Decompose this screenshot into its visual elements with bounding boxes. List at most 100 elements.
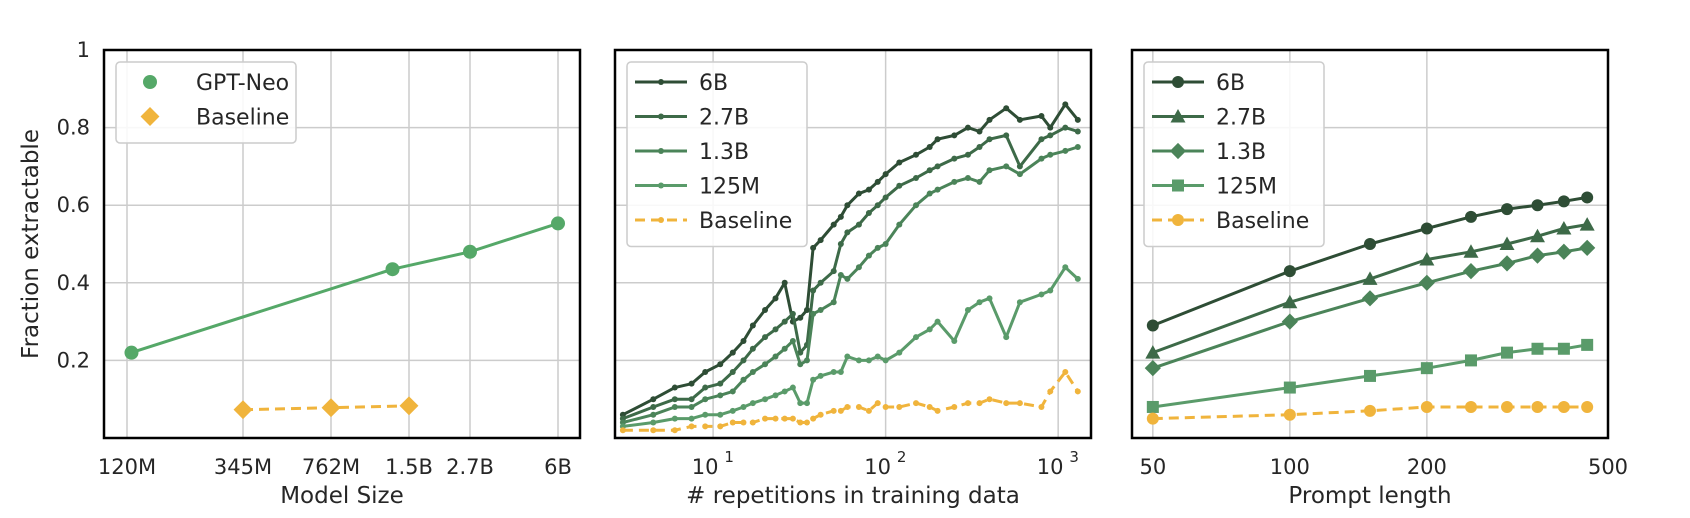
data-point — [951, 178, 958, 185]
legend-marker — [1169, 142, 1187, 160]
data-point — [1074, 116, 1081, 123]
x-tick-label: 345M — [214, 455, 272, 479]
data-point — [551, 216, 565, 231]
data-point — [797, 361, 804, 368]
data-point — [1038, 136, 1045, 143]
data-point — [1362, 271, 1378, 285]
legend-item: 125M — [635, 175, 760, 200]
data-point — [1016, 299, 1023, 306]
x-tick-label: 1.5B — [385, 455, 433, 479]
legend-label: GPT-Neo — [196, 71, 289, 96]
legend-marker — [1172, 214, 1184, 226]
legend-item: Baseline — [635, 209, 792, 234]
x-tick-exponent: 2 — [897, 448, 907, 466]
data-point — [789, 384, 796, 391]
data-point — [671, 403, 678, 410]
data-point — [740, 419, 747, 426]
data-point — [986, 396, 993, 403]
data-point — [817, 372, 824, 379]
data-point — [772, 326, 779, 333]
data-point — [1556, 220, 1572, 235]
data-point — [934, 318, 941, 325]
data-point — [1531, 342, 1544, 355]
data-point — [1420, 362, 1433, 375]
data-point — [740, 338, 747, 344]
data-point — [976, 128, 983, 135]
data-point — [781, 388, 788, 395]
data-point — [762, 396, 769, 403]
data-point — [1016, 400, 1023, 407]
legend-marker — [658, 79, 664, 85]
data-point — [844, 202, 851, 209]
data-point — [1364, 369, 1376, 382]
data-point — [964, 175, 971, 182]
data-point — [321, 398, 341, 418]
data-point — [124, 345, 139, 360]
legend-box — [1143, 61, 1325, 248]
series-2-7b — [1145, 217, 1595, 359]
data-point — [789, 310, 796, 317]
data-point — [896, 349, 903, 356]
series-125m — [1146, 338, 1594, 413]
data-point — [865, 252, 872, 259]
data-point — [964, 400, 971, 407]
legend: GPT-Neo Baseline — [115, 61, 297, 144]
data-point — [1003, 400, 1010, 407]
data-point — [1281, 313, 1298, 330]
data-point — [976, 144, 983, 150]
legend-item: Baseline — [140, 106, 289, 131]
data-point — [1038, 403, 1045, 410]
data-point — [749, 322, 756, 329]
legend-marker — [658, 148, 664, 154]
legend-label: 6B — [699, 71, 728, 96]
data-point — [717, 392, 724, 399]
data-point — [1419, 252, 1435, 266]
data-point — [1038, 112, 1045, 119]
series-baseline — [619, 369, 1081, 434]
data-point — [882, 171, 889, 178]
data-point — [619, 427, 626, 434]
legend-marker — [1172, 179, 1184, 192]
data-point — [803, 419, 810, 426]
data-point — [729, 349, 736, 356]
data-point — [781, 415, 788, 422]
data-point — [740, 376, 747, 383]
data-point — [951, 132, 958, 139]
data-point — [688, 423, 695, 430]
data-point — [650, 403, 657, 410]
data-point — [1557, 400, 1570, 413]
data-point — [1581, 400, 1594, 413]
x-axis-label: Prompt length — [1288, 483, 1451, 509]
data-point — [749, 369, 756, 376]
data-point — [1038, 155, 1045, 162]
data-point — [1420, 222, 1433, 235]
data-point — [762, 306, 769, 313]
data-point — [1144, 360, 1161, 377]
data-point — [934, 163, 941, 170]
legend-item: 6B — [635, 71, 728, 96]
data-point — [817, 237, 824, 244]
data-point — [855, 221, 862, 228]
legend-marker — [143, 75, 157, 89]
data-point — [1501, 346, 1514, 359]
data-point — [671, 427, 678, 434]
data-point — [1531, 199, 1544, 212]
data-point — [874, 178, 881, 185]
data-point — [688, 415, 695, 422]
x-axis-label: # repetitions in training data — [686, 483, 1020, 509]
x-tick-label: 2.7B — [446, 455, 494, 479]
data-point — [1531, 400, 1544, 413]
data-point — [926, 144, 933, 150]
data-point — [772, 353, 779, 360]
data-point — [702, 396, 709, 403]
data-point — [1364, 404, 1376, 417]
data-point — [1418, 274, 1435, 291]
data-point — [650, 411, 657, 418]
plot-frame — [102, 48, 582, 440]
data-point — [702, 423, 709, 430]
data-point — [650, 427, 657, 434]
data-point — [1283, 265, 1296, 278]
data-point — [729, 407, 736, 414]
data-point — [1464, 400, 1477, 413]
